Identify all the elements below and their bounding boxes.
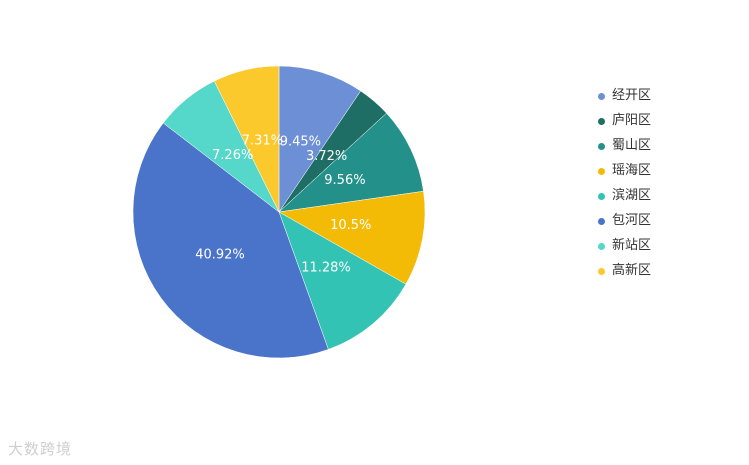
legend-swatch-icon [598, 193, 605, 200]
legend-label: 新站区 [612, 238, 652, 253]
watermark-text: 大数跨境 [8, 440, 73, 458]
watermark: 大数跨境 [8, 438, 72, 459]
pie-slice-3[interactable] [278, 112, 424, 213]
pie-slice-6[interactable] [132, 122, 329, 359]
legend-label: 蜀山区 [612, 138, 652, 153]
legend-swatch-icon [598, 143, 605, 150]
slice-data-label-3: 9.56% [324, 173, 365, 188]
slice-data-label-2: 3.72% [306, 149, 347, 164]
legend-label: 经开区 [612, 88, 652, 103]
legend-label: 庐阳区 [612, 113, 652, 128]
slice-data-label-1: 9.45% [280, 135, 321, 150]
pie-slice-4[interactable] [278, 190, 426, 285]
slice-data-label-5: 11.28% [301, 260, 351, 275]
slice-data-label-7: 7.26% [212, 148, 253, 163]
legend-swatch-icon [598, 243, 605, 250]
legend-label: 包河区 [612, 213, 652, 228]
legend-label: 滨湖区 [612, 188, 652, 203]
legend-label: 瑶海区 [612, 163, 652, 178]
legend-swatch-icon [598, 168, 605, 175]
slice-data-label-6: 40.92% [195, 248, 245, 263]
pie-slice-1[interactable] [278, 65, 362, 213]
pie-slice-5[interactable] [278, 211, 407, 350]
slice-data-label-8: 7.31% [242, 133, 283, 148]
legend-swatch-icon [598, 118, 605, 125]
pie-slice-8[interactable] [213, 65, 280, 213]
legend-swatch-icon [598, 218, 605, 225]
legend-label: 高新区 [612, 263, 652, 278]
legend-swatch-icon [598, 268, 605, 275]
slice-data-label-4: 10.5% [330, 218, 371, 233]
legend-swatch-icon [598, 93, 605, 100]
